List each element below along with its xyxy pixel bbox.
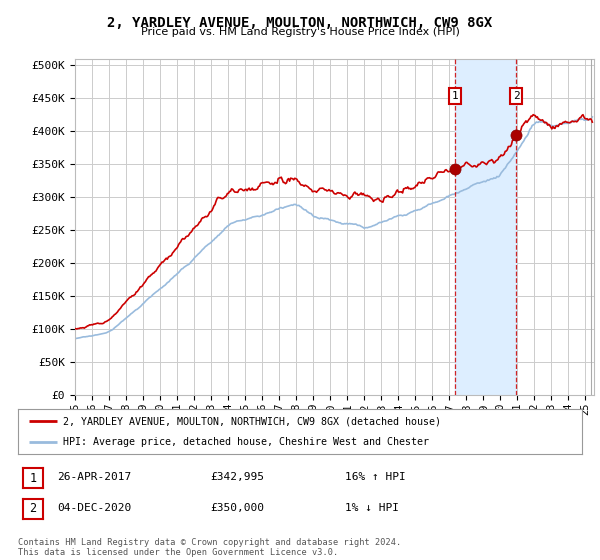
Text: Contains HM Land Registry data © Crown copyright and database right 2024.
This d: Contains HM Land Registry data © Crown c… xyxy=(18,538,401,557)
Text: 2: 2 xyxy=(29,502,37,515)
Text: 1: 1 xyxy=(451,91,458,101)
Text: Price paid vs. HM Land Registry's House Price Index (HPI): Price paid vs. HM Land Registry's House … xyxy=(140,27,460,37)
Text: £350,000: £350,000 xyxy=(210,503,264,513)
Text: 16% ↑ HPI: 16% ↑ HPI xyxy=(345,472,406,482)
Text: 2, YARDLEY AVENUE, MOULTON, NORTHWICH, CW9 8GX (detached house): 2, YARDLEY AVENUE, MOULTON, NORTHWICH, C… xyxy=(63,416,441,426)
Text: HPI: Average price, detached house, Cheshire West and Chester: HPI: Average price, detached house, Ches… xyxy=(63,437,429,447)
Text: 2, YARDLEY AVENUE, MOULTON, NORTHWICH, CW9 8GX: 2, YARDLEY AVENUE, MOULTON, NORTHWICH, C… xyxy=(107,16,493,30)
Text: 26-APR-2017: 26-APR-2017 xyxy=(57,472,131,482)
Text: £342,995: £342,995 xyxy=(210,472,264,482)
Text: 1: 1 xyxy=(29,472,37,484)
Text: 2: 2 xyxy=(512,91,520,101)
Text: 04-DEC-2020: 04-DEC-2020 xyxy=(57,503,131,513)
Text: 1% ↓ HPI: 1% ↓ HPI xyxy=(345,503,399,513)
Bar xyxy=(455,59,516,395)
